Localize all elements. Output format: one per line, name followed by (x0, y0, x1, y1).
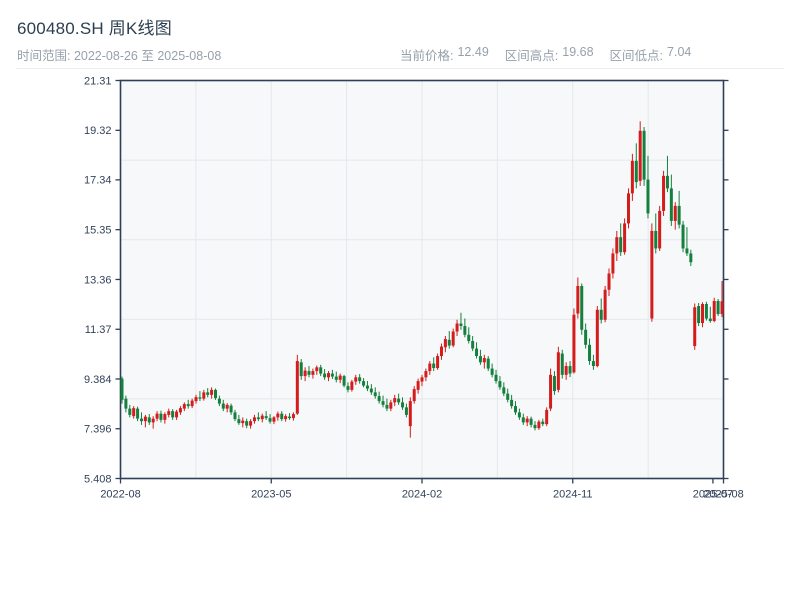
stat-current-price-value: 12.49 (457, 45, 489, 59)
stat-range-high: 区间高点: 19.68 (505, 45, 594, 64)
svg-text:21.31: 21.31 (84, 75, 112, 87)
stat-range-low-value: 7.04 (667, 45, 692, 59)
date-range-subtitle: 时间范围: 2022-08-26 至 2025-08-08 (17, 49, 222, 63)
stat-current-price: 当前价格: 12.49 (400, 45, 489, 64)
svg-text:2024-02: 2024-02 (402, 489, 442, 501)
svg-text:11.37: 11.37 (85, 324, 112, 336)
page-title: 600480.SH 周K线图 (17, 19, 172, 38)
header-divider (16, 68, 784, 69)
svg-text:2025-08: 2025-08 (703, 489, 743, 501)
stat-range-low: 区间低点: 7.04 (610, 45, 692, 64)
svg-text:15.35: 15.35 (84, 224, 112, 236)
stat-range-high-value: 19.68 (562, 45, 594, 59)
svg-text:5.408: 5.408 (84, 473, 112, 485)
svg-text:7.396: 7.396 (84, 424, 112, 436)
svg-text:19.32: 19.32 (84, 125, 112, 137)
stat-current-price-label: 当前价格: (400, 49, 454, 63)
header-stats: 当前价格: 12.49 区间高点: 19.68 区间低点: 7.04 (400, 45, 691, 64)
svg-text:2024-11: 2024-11 (553, 489, 593, 501)
svg-text:2025-07: 2025-07 (693, 489, 733, 501)
svg-text:17.34: 17.34 (84, 175, 112, 187)
svg-text:2022-08: 2022-08 (100, 489, 140, 501)
svg-text:2023-05: 2023-05 (251, 489, 291, 501)
stat-range-low-label: 区间低点: (609, 49, 664, 63)
stat-range-high-label: 区间高点: (504, 49, 559, 63)
svg-text:9.384: 9.384 (84, 374, 112, 386)
svg-text:13.36: 13.36 (84, 274, 112, 286)
